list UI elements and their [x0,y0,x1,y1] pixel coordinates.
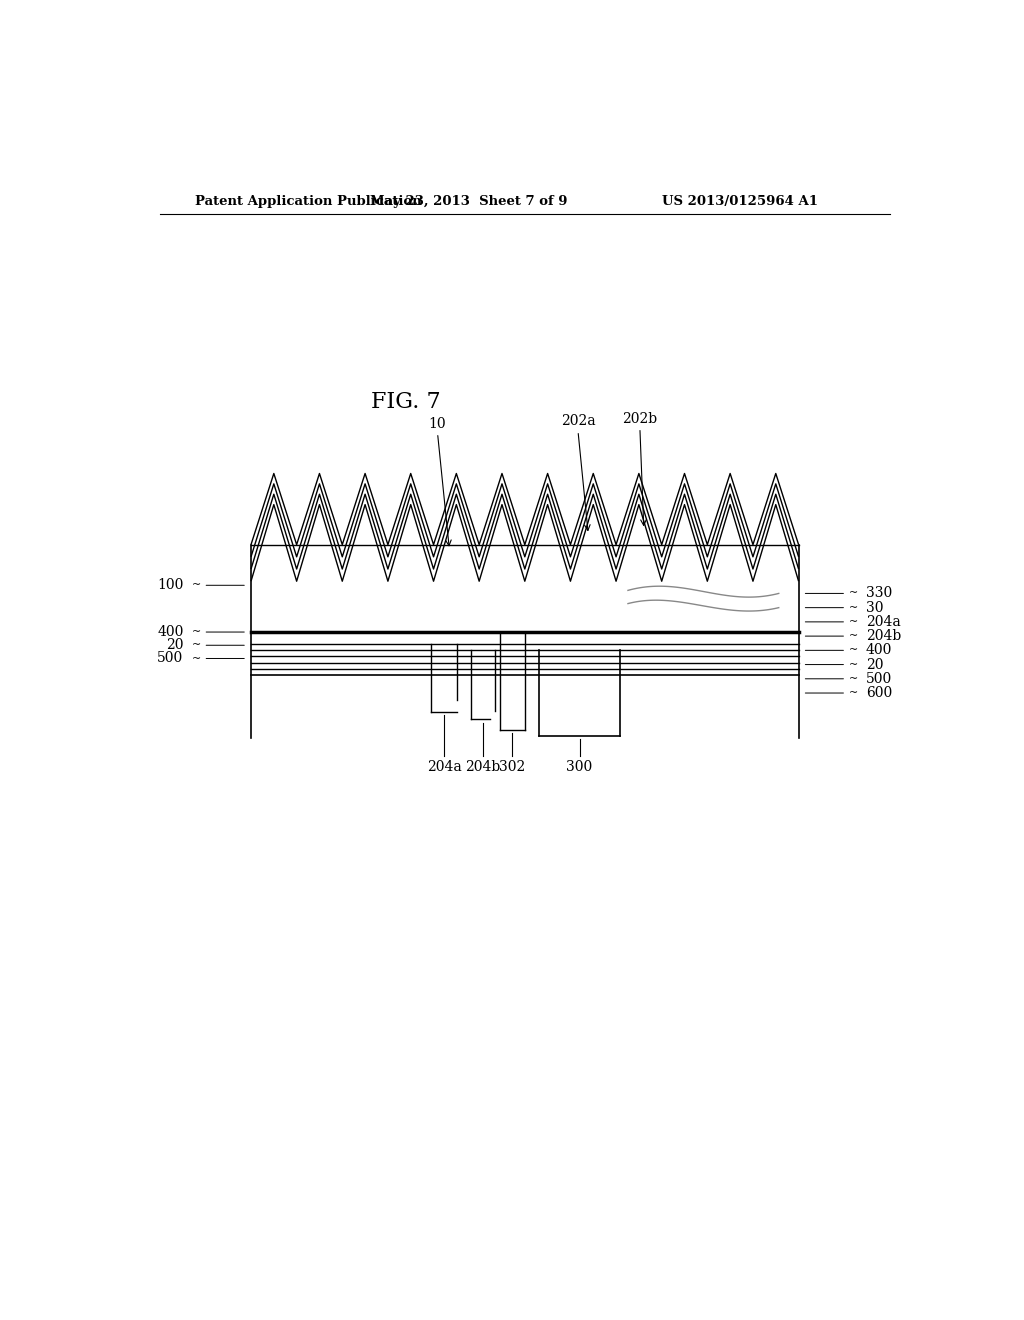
Text: 400: 400 [866,643,893,657]
Text: FIG. 7: FIG. 7 [371,391,440,413]
Text: US 2013/0125964 A1: US 2013/0125964 A1 [663,194,818,207]
Text: ~: ~ [849,660,858,669]
Text: ~: ~ [191,653,201,664]
Text: Patent Application Publication: Patent Application Publication [196,194,422,207]
Text: 204a: 204a [427,760,462,774]
Text: 600: 600 [866,686,892,700]
Text: ~: ~ [191,640,201,651]
Text: 100: 100 [157,578,183,593]
Text: 30: 30 [866,601,884,615]
Text: ~: ~ [191,627,201,638]
Text: ~: ~ [191,581,201,590]
Text: 500: 500 [158,652,183,665]
Text: ~: ~ [849,603,858,612]
Text: 204b: 204b [866,630,901,643]
Text: 204b: 204b [465,760,501,774]
Text: ~: ~ [849,645,858,655]
Text: 300: 300 [566,760,593,774]
Text: 20: 20 [866,657,884,672]
Text: 400: 400 [157,626,183,639]
Text: 202b: 202b [623,412,657,426]
Text: ~: ~ [849,631,858,642]
Text: 10: 10 [429,417,446,430]
Text: 202a: 202a [561,413,595,428]
Text: 20: 20 [166,639,183,652]
Text: May 23, 2013  Sheet 7 of 9: May 23, 2013 Sheet 7 of 9 [371,194,568,207]
Text: 204a: 204a [866,615,901,628]
Text: ~: ~ [849,589,858,598]
Text: 302: 302 [500,760,525,774]
Text: ~: ~ [849,616,858,627]
Text: 330: 330 [866,586,892,601]
Text: ~: ~ [849,673,858,684]
Text: ~: ~ [849,688,858,698]
Text: 500: 500 [866,672,892,686]
